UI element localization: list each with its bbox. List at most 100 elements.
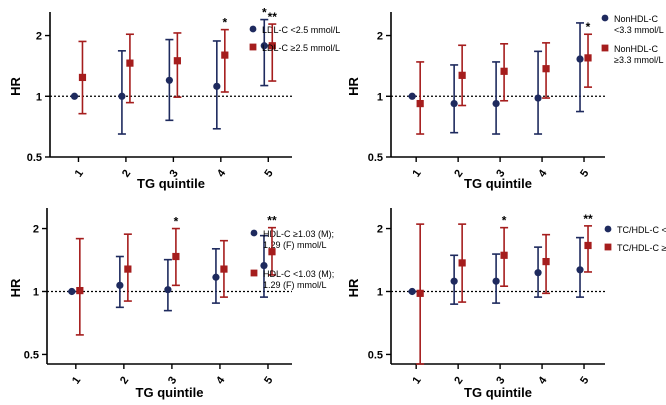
data-point [268,248,276,256]
data-point [584,54,592,62]
x-tick-label: 1 [410,375,423,387]
y-tick-label: 0.5 [368,152,383,164]
data-point [76,286,84,295]
x-tick-label: 5 [578,375,591,387]
legend-marker [601,44,609,52]
legend-label-line: HDL-C ≥1.03 (M); [263,229,334,239]
legend-label-line: HDL-C <1.03 (M); [263,269,334,279]
legend-marker [249,25,257,33]
x-tick-label: 2 [452,168,465,180]
legend-label-line: 1.29 (F) mmol/L [263,240,327,250]
significance-annotation: ** [583,212,593,226]
legend-marker [250,229,258,237]
x-tick-label: 4 [214,374,228,387]
legend-label-line: LDL-C <2.5 mmol/L [262,25,340,35]
x-tick-label: 5 [262,375,275,387]
y-tick-label: 2 [377,31,383,43]
data-point [126,59,134,67]
significance-annotation: * [262,6,267,20]
data-point [534,94,542,102]
data-point [576,55,584,63]
y-axis-label: HR [346,278,361,297]
data-point [500,251,508,259]
data-point [416,99,424,108]
data-point [492,99,500,108]
y-tick-label: 2 [33,224,39,236]
legend-label: LDL-C ≥2.5 mmol/L [262,43,340,53]
y-tick-label: 0.5 [27,152,42,164]
legend-marker [601,14,609,22]
legend-label-line: TC/HDL-C < [617,225,666,235]
data-point [542,65,550,73]
y-axis-label: HR [8,278,23,297]
x-tick-label: 4 [215,167,229,180]
legend-label: HDL-C ≥1.03 (M); 1.29 (F) mmol/L [263,229,334,250]
y-tick-label: 1 [33,286,39,298]
legend-label-line: LDL-C ≥2.5 mmol/L [262,43,340,53]
significance-annotation: ** [267,214,277,228]
x-tick-label: 4 [536,167,550,180]
data-point [118,92,126,100]
y-tick-label: 0.5 [368,349,383,361]
significance-annotation: * [174,215,179,229]
x-tick-label: 1 [70,375,83,387]
data-point [164,286,172,294]
data-point [458,71,466,79]
data-point [212,273,220,281]
x-tick-label: 3 [168,168,181,180]
data-point [220,265,228,273]
y-tick-label: 1 [377,91,383,103]
data-point [576,266,584,274]
legend-label: TC/HDL-C < [617,225,666,235]
legend-marker [250,269,258,277]
data-point [534,269,542,277]
data-point [408,92,416,100]
significance-annotation: ** [268,10,278,24]
data-point [165,76,173,84]
chart-panel-top-left: 0.5 1 2 HR 1 2 3 4 5 TG quintile * LDL-C <2.5 mmol/… [8,6,340,191]
data-point [172,252,180,261]
data-point [542,257,550,266]
data-point [124,265,132,273]
legend-label-line: TC/HDL-C ≥ [617,243,666,253]
data-point [458,259,466,267]
y-tick-label: 2 [36,31,42,43]
data-point [260,261,268,270]
y-tick-label: 0.5 [24,349,39,361]
data-point [260,42,268,50]
x-tick-label: 3 [494,375,507,387]
y-axis-label: HR [346,77,361,96]
y-tick-label: 1 [377,286,383,298]
x-tick-label: 1 [410,168,423,180]
x-tick-label: 4 [536,374,550,387]
x-tick-label: 1 [73,168,86,180]
data-point [70,92,79,100]
y-tick-label: 1 [36,91,42,103]
x-axis-title: TG quintile [464,176,532,191]
legend-label: TC/HDL-C ≥ [617,243,666,253]
x-tick-label: 2 [118,375,131,387]
data-point [268,42,276,50]
legend-label-line: ≥3.3 mmol/L [614,55,663,65]
x-tick-label: 5 [578,168,591,180]
legend-marker [249,43,257,51]
y-tick-label: 2 [377,224,383,236]
data-point [500,67,508,75]
legend-label: NonHDL-C ≥3.3 mmol/L [614,44,663,65]
legend-label-line: <3.3 mmol/L [614,25,664,35]
x-axis-title: TG quintile [464,385,532,400]
x-axis-title: TG quintile [137,176,205,191]
legend-label: LDL-C <2.5 mmol/L [262,25,340,35]
x-tick-label: 2 [452,375,465,387]
data-point [492,277,500,285]
x-tick-label: 2 [120,168,133,180]
x-axis-title: TG quintile [136,385,204,400]
legend-marker [604,243,612,251]
legend-label-line: 1.29 (F) mmol/L [263,280,327,290]
x-tick-label: 5 [262,168,275,180]
significance-annotation: * [502,214,507,228]
